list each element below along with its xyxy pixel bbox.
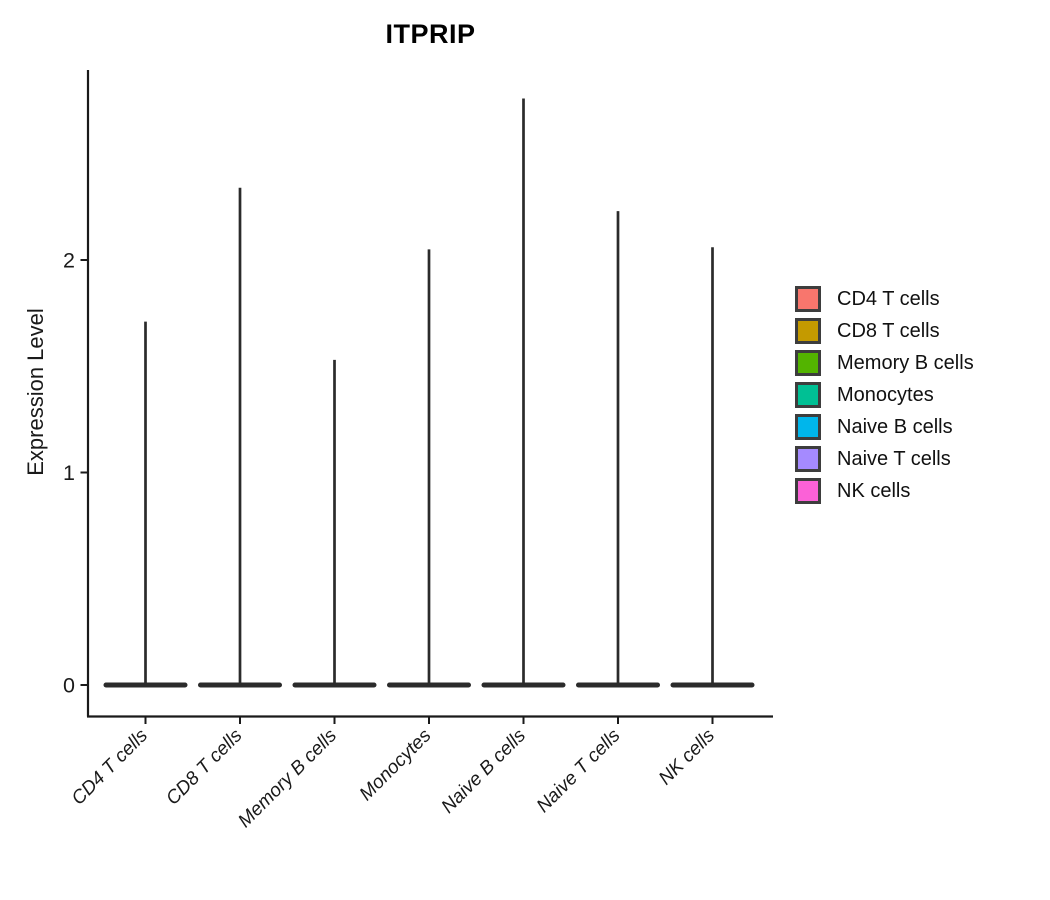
legend-label-monocytes: Monocytes: [837, 383, 934, 406]
legend-swatch-naive-t-cells: [795, 445, 821, 472]
legend-item-naive-b-cells: Naive B cells: [795, 411, 974, 442]
y-tick-label-2: 2: [63, 249, 75, 273]
legend-label-memory-b-cells: Memory B cells: [837, 351, 974, 374]
x-label-cd4-t-cells: CD4 T cells: [68, 725, 153, 810]
x-label-naive-b-cells: Naive B cells: [438, 725, 531, 818]
x-label-monocytes: Monocytes: [356, 725, 436, 805]
legend-label-naive-b-cells: Naive B cells: [837, 415, 953, 438]
violin-tail-naive-t-cells: [616, 211, 620, 685]
x-label-memory-b-cells: Memory B cells: [234, 725, 341, 832]
legend-swatch-memory-b-cells: [795, 349, 821, 376]
legend-item-memory-b-cells: Memory B cells: [795, 347, 974, 378]
legend-label-cd4-t-cells: CD4 T cells: [837, 287, 940, 310]
legend-swatch-cd4-t-cells: [795, 285, 821, 312]
legend-item-monocytes: Monocytes: [795, 379, 974, 410]
legend-item-naive-t-cells: Naive T cells: [795, 443, 974, 474]
chart-title: ITPRIP: [385, 19, 476, 49]
violin-tail-cd4-t-cells: [144, 321, 147, 685]
legend-swatch-nk-cells: [795, 477, 821, 504]
legend-label-cd8-t-cells: CD8 T cells: [837, 319, 940, 342]
legend-item-cd8-t-cells: CD8 T cells: [795, 315, 974, 346]
x-label-nk-cells: NK cells: [655, 725, 719, 789]
violin-tail-memory-b-cells: [333, 359, 336, 685]
violin-tail-naive-b-cells: [522, 98, 525, 685]
legend-item-nk-cells: NK cells: [795, 475, 974, 506]
legend-swatch-monocytes: [795, 381, 821, 408]
x-label-cd8-t-cells: CD8 T cells: [162, 725, 247, 810]
violin-tail-monocytes: [427, 249, 431, 685]
x-label-naive-t-cells: Naive T cells: [533, 725, 625, 817]
legend: CD4 T cells CD8 T cells Memory B cells Mono…: [795, 283, 974, 506]
legend-label-naive-t-cells: Naive T cells: [837, 447, 951, 470]
legend-swatch-cd8-t-cells: [795, 317, 821, 344]
y-tick-label-1: 1: [63, 461, 75, 485]
violin-tail-nk-cells: [711, 247, 714, 685]
violin-tail-cd8-t-cells: [238, 187, 242, 685]
legend-item-cd4-t-cells: CD4 T cells: [795, 283, 974, 314]
legend-swatch-naive-b-cells: [795, 413, 821, 440]
legend-label-nk-cells: NK cells: [837, 479, 911, 502]
y-tick-label-0: 0: [63, 674, 75, 698]
